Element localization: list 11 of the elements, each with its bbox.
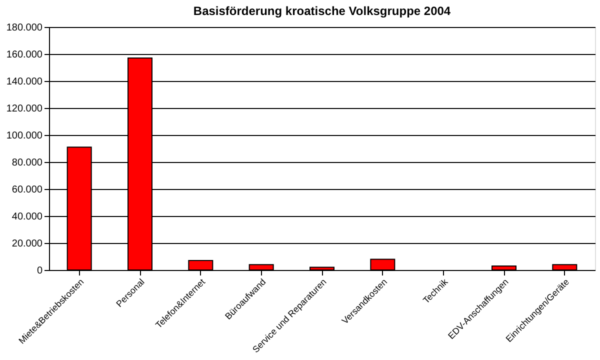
y-tick-label: 0 [36,266,43,276]
y-tick-label: 180.000 [6,22,43,34]
y-tick-label: 40.000 [12,212,43,222]
y-tick-label: 60.000 [12,184,43,196]
y-tick-label: 140.000 [6,76,43,88]
y-tick-label: 120.000 [6,104,43,114]
y-tick-label: 20.000 [12,238,43,250]
y-tick-label: 80.000 [12,158,43,168]
chart-title: Basisförderung kroatische Volksgruppe 2004 [193,4,451,18]
y-tick-label: 100.000 [6,130,43,142]
y-tick-label: 160.000 [6,50,43,60]
